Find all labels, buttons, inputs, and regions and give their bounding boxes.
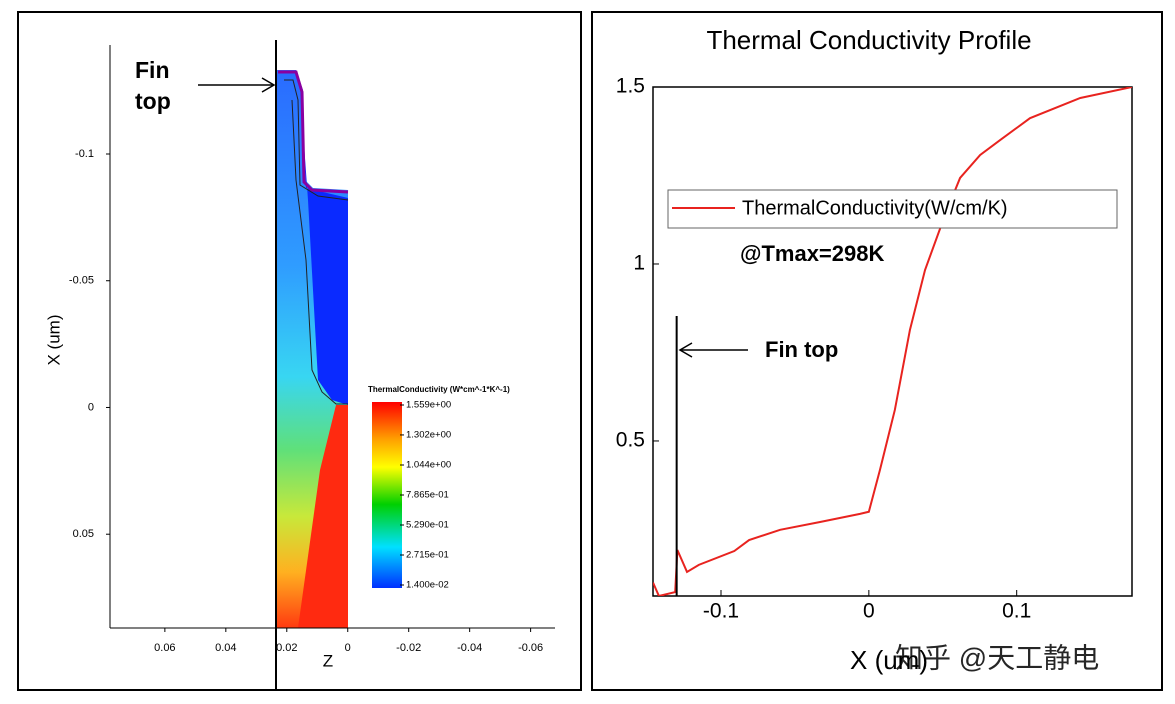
- y-tick-label: 0.05: [73, 528, 94, 540]
- colorbar-label: 7.865e-01: [406, 490, 449, 501]
- contour-plot: -0.1 -0.05 0 0.05 0.06 0.04 0.02 0 -0.02 -0.04 -0.…: [44, 40, 555, 690]
- colorbar: [372, 402, 402, 588]
- x-tick-label: -0.02: [396, 642, 421, 654]
- annotation: @Tmax=298K: [740, 241, 884, 266]
- watermark: 知乎 @天工静电: [895, 642, 1099, 673]
- y-tick-label: -0.05: [69, 275, 94, 287]
- x-tick-label: 0.06: [154, 642, 175, 654]
- x-axis-label: X (um): [850, 645, 928, 675]
- arrow-head: [678, 342, 693, 358]
- x-tick-label: 0: [345, 642, 351, 654]
- x-tick-label: 0: [863, 600, 875, 623]
- legend-box: [667, 189, 1118, 229]
- arrow-head: [261, 77, 276, 93]
- interface: [284, 79, 349, 201]
- annotation: Fin: [135, 57, 170, 83]
- annotation: top: [135, 88, 171, 114]
- legend-label: ThermalConductivity(W/cm/K): [742, 197, 1008, 219]
- x-tick-label: 0.1: [1002, 600, 1031, 623]
- y-tick-label: 0: [88, 401, 94, 413]
- y-tick-label: 1: [633, 252, 645, 275]
- chart-title: Thermal Conductivity Profile: [706, 25, 1031, 55]
- colorbar-label: 1.559e+00: [406, 400, 451, 411]
- x-tick-label: -0.06: [518, 642, 543, 654]
- y-tick-label: 0.5: [616, 429, 645, 452]
- y-axis-label: X (um): [44, 315, 63, 366]
- plot-area: [653, 87, 1132, 596]
- interface: [291, 99, 348, 405]
- field-hot: [298, 405, 348, 628]
- x-tick-label: -0.04: [457, 642, 482, 654]
- plot-frame: [652, 86, 1133, 597]
- colorbar-label: 1.400e-02: [406, 580, 449, 591]
- right-panel: [591, 11, 1163, 691]
- colorbar-label: 5.290e-01: [406, 520, 449, 531]
- left-panel: [17, 11, 582, 691]
- x-tick-label: -0.1: [703, 600, 739, 623]
- colorbar-label: 2.715e-01: [406, 550, 449, 561]
- x-tick-label: 0.04: [215, 642, 236, 654]
- field-core: [300, 88, 348, 405]
- colorbar-title: ThermalConductivity (W*cm^-1*K^-1): [368, 385, 510, 394]
- colorbar-label: 1.044e+00: [406, 460, 451, 471]
- annotation: Fin top: [765, 337, 838, 362]
- x-tick-label: 0.02: [276, 642, 297, 654]
- y-tick-label: 1.5: [616, 75, 645, 98]
- x-axis-label: Z: [323, 651, 333, 670]
- y-tick-label: -0.1: [75, 148, 94, 160]
- line-chart: Thermal Conductivity Profile 0.5 1 1.5 -0.1 0…: [616, 25, 1133, 675]
- boundary: [278, 70, 349, 194]
- data-line: [653, 87, 1132, 596]
- colorbar-label: 1.302e+00: [406, 429, 451, 440]
